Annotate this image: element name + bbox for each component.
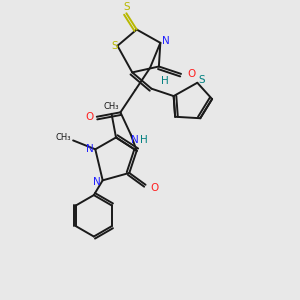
Text: N: N: [131, 135, 139, 146]
Text: S: S: [198, 75, 205, 85]
Text: O: O: [150, 183, 159, 193]
Text: O: O: [85, 112, 94, 122]
Text: CH₃: CH₃: [104, 102, 119, 111]
Text: H: H: [140, 135, 148, 146]
Text: N: N: [162, 36, 170, 46]
Text: S: S: [111, 41, 118, 51]
Text: N: N: [93, 177, 101, 187]
Text: O: O: [187, 69, 196, 79]
Text: N: N: [85, 144, 93, 154]
Text: S: S: [123, 2, 130, 12]
Text: CH₃: CH₃: [55, 133, 70, 142]
Text: H: H: [161, 76, 169, 86]
